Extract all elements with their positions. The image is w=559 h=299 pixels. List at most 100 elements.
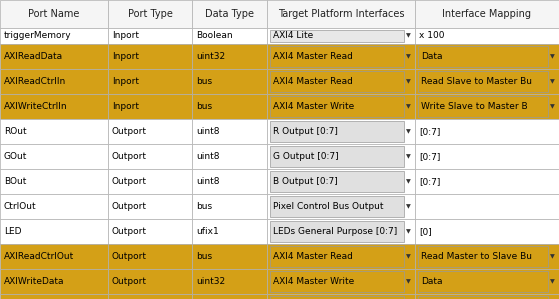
Text: Boolean: Boolean	[196, 31, 233, 40]
Bar	[0, 219, 108, 244]
Bar	[418, 71, 548, 92]
Bar	[415, 219, 559, 244]
Bar	[415, 144, 559, 169]
Text: bus: bus	[196, 77, 212, 86]
Text: Inport: Inport	[112, 31, 139, 40]
Bar	[0, 169, 108, 194]
Text: ROut: ROut	[4, 127, 27, 136]
Text: BOut: BOut	[4, 177, 26, 186]
Text: R Output [0:7]: R Output [0:7]	[273, 127, 338, 136]
Text: AXIReadData: AXIReadData	[4, 52, 63, 61]
Bar	[108, 28, 192, 44]
Text: LEDs General Purpose [0:7]: LEDs General Purpose [0:7]	[273, 227, 397, 236]
Text: Read Master to Slave Bu: Read Master to Slave Bu	[421, 252, 532, 261]
Bar	[267, 294, 415, 299]
Text: Outport: Outport	[112, 252, 147, 261]
Bar	[267, 0, 415, 28]
Bar	[192, 119, 267, 144]
Bar	[267, 94, 415, 119]
Text: AXIWriteData: AXIWriteData	[4, 277, 64, 286]
Bar	[192, 169, 267, 194]
Bar	[108, 0, 192, 28]
Text: AXIReadCtrlIn: AXIReadCtrlIn	[4, 77, 67, 86]
Bar	[192, 0, 267, 28]
Text: uint32: uint32	[196, 52, 225, 61]
Bar	[108, 194, 192, 219]
Text: Inport: Inport	[112, 102, 139, 111]
Text: Inport: Inport	[112, 52, 139, 61]
Bar	[0, 94, 108, 119]
Bar	[192, 144, 267, 169]
Bar	[0, 194, 108, 219]
Text: Port Name: Port Name	[29, 9, 80, 19]
Bar	[108, 219, 192, 244]
Text: Interface Mapping: Interface Mapping	[443, 9, 532, 19]
Text: ▼: ▼	[406, 179, 410, 184]
Text: ▼: ▼	[549, 279, 555, 284]
Bar	[415, 44, 559, 69]
Bar	[415, 28, 559, 44]
Bar	[270, 46, 404, 67]
Bar	[270, 221, 404, 242]
Text: AXI4 Master Write: AXI4 Master Write	[273, 277, 354, 286]
Text: Outport: Outport	[112, 227, 147, 236]
Bar	[108, 44, 192, 69]
Bar	[267, 69, 415, 94]
Bar	[270, 196, 404, 217]
Bar	[270, 96, 404, 117]
Bar	[415, 269, 559, 294]
Text: [0]: [0]	[419, 227, 432, 236]
Text: ▼: ▼	[406, 254, 410, 259]
Text: Outport: Outport	[112, 177, 147, 186]
Bar	[270, 121, 404, 142]
Text: B Output [0:7]: B Output [0:7]	[273, 177, 338, 186]
Text: AXIReadCtrlOut: AXIReadCtrlOut	[4, 252, 74, 261]
Bar	[415, 94, 559, 119]
Bar	[415, 169, 559, 194]
Text: [0:7]: [0:7]	[419, 127, 440, 136]
Text: Target Platform Interfaces: Target Platform Interfaces	[278, 9, 404, 19]
Text: AXI4 Master Read: AXI4 Master Read	[273, 252, 353, 261]
Text: uint8: uint8	[196, 127, 220, 136]
Text: Data: Data	[421, 277, 443, 286]
Bar	[0, 69, 108, 94]
Bar	[270, 146, 404, 167]
Bar	[267, 28, 415, 44]
Text: Outport: Outport	[112, 202, 147, 211]
Bar	[108, 119, 192, 144]
Text: Write Slave to Master B: Write Slave to Master B	[421, 102, 528, 111]
Bar	[270, 271, 404, 292]
Text: ▼: ▼	[549, 54, 555, 59]
Bar	[108, 94, 192, 119]
Text: ▼: ▼	[406, 204, 410, 209]
Text: [0:7]: [0:7]	[419, 177, 440, 186]
Bar	[192, 294, 267, 299]
Text: ▼: ▼	[406, 104, 410, 109]
Bar	[0, 44, 108, 69]
Text: AXIWriteCtrlIn: AXIWriteCtrlIn	[4, 102, 68, 111]
Bar	[192, 219, 267, 244]
Bar	[267, 144, 415, 169]
Text: CtrlOut: CtrlOut	[4, 202, 37, 211]
Text: GOut: GOut	[4, 152, 27, 161]
Text: ▼: ▼	[406, 33, 410, 39]
Text: Inport: Inport	[112, 77, 139, 86]
Bar	[192, 69, 267, 94]
Text: bus: bus	[196, 252, 212, 261]
Text: ▼: ▼	[406, 229, 410, 234]
Text: ▼: ▼	[406, 79, 410, 84]
Bar	[267, 269, 415, 294]
Bar	[108, 169, 192, 194]
Bar	[270, 296, 404, 299]
Text: Data: Data	[421, 52, 443, 61]
Text: triggerMemory: triggerMemory	[4, 31, 72, 40]
Text: ▼: ▼	[549, 104, 555, 109]
Bar	[267, 169, 415, 194]
Bar	[415, 119, 559, 144]
Bar	[0, 119, 108, 144]
Text: ufix1: ufix1	[196, 227, 219, 236]
Bar	[415, 69, 559, 94]
Text: Outport: Outport	[112, 152, 147, 161]
Text: bus: bus	[196, 202, 212, 211]
Bar	[415, 194, 559, 219]
